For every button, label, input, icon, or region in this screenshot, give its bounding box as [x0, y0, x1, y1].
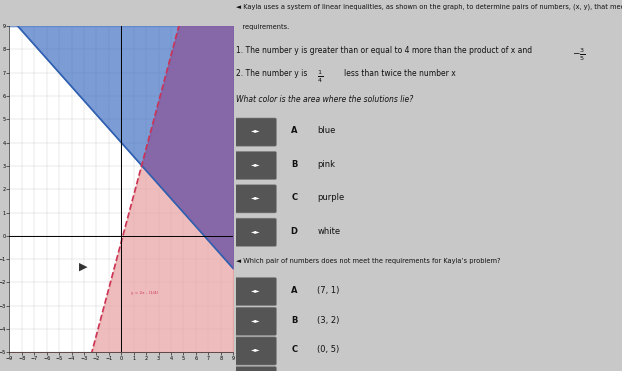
Text: ◄►: ◄► — [251, 347, 261, 352]
Text: ◄►: ◄► — [251, 195, 261, 200]
Text: 2. The number y is: 2. The number y is — [236, 69, 308, 78]
FancyBboxPatch shape — [235, 118, 276, 146]
Text: ◄►: ◄► — [251, 162, 261, 167]
Text: $\frac{1}{4}$: $\frac{1}{4}$ — [317, 68, 323, 85]
Text: (0, 5): (0, 5) — [317, 345, 340, 354]
Text: y = 2x - (1/4): y = 2x - (1/4) — [131, 291, 159, 295]
Text: D: D — [290, 227, 298, 236]
Text: ◄►: ◄► — [251, 128, 261, 134]
Text: ▶: ▶ — [78, 262, 87, 272]
Text: $-\frac{3}{5}$: $-\frac{3}{5}$ — [572, 46, 585, 63]
Text: What color is the area where the solutions lie?: What color is the area where the solutio… — [236, 95, 414, 104]
FancyBboxPatch shape — [235, 278, 276, 306]
Text: A: A — [291, 286, 297, 295]
Text: blue: blue — [317, 127, 336, 135]
Text: (7, 1): (7, 1) — [317, 286, 340, 295]
Text: C: C — [291, 345, 297, 354]
FancyBboxPatch shape — [235, 185, 276, 213]
Text: less than twice the number x: less than twice the number x — [345, 69, 456, 78]
Text: ◄►: ◄► — [251, 288, 261, 293]
Text: C: C — [291, 193, 297, 202]
Text: ◄ Kayla uses a system of linear inequalities, as shown on the graph, to determin: ◄ Kayla uses a system of linear inequali… — [236, 4, 622, 10]
Text: (3, 2): (3, 2) — [317, 316, 340, 325]
Text: pink: pink — [317, 160, 335, 169]
Text: requirements.: requirements. — [236, 24, 290, 30]
FancyBboxPatch shape — [235, 367, 276, 371]
Text: ◄►: ◄► — [251, 229, 261, 234]
Text: purple: purple — [317, 193, 345, 202]
FancyBboxPatch shape — [235, 307, 276, 335]
Text: B: B — [291, 316, 297, 325]
FancyBboxPatch shape — [235, 151, 276, 180]
Text: white: white — [317, 227, 340, 236]
Text: 1. The number y is greater than or equal to 4 more than the product of x and: 1. The number y is greater than or equal… — [236, 46, 532, 55]
Text: ◄ Which pair of numbers does not meet the requirements for Kayla’s problem?: ◄ Which pair of numbers does not meet th… — [236, 258, 501, 264]
Text: A: A — [291, 127, 297, 135]
FancyBboxPatch shape — [235, 337, 276, 365]
Text: ◄►: ◄► — [251, 318, 261, 323]
FancyBboxPatch shape — [235, 218, 276, 246]
Text: B: B — [291, 160, 297, 169]
